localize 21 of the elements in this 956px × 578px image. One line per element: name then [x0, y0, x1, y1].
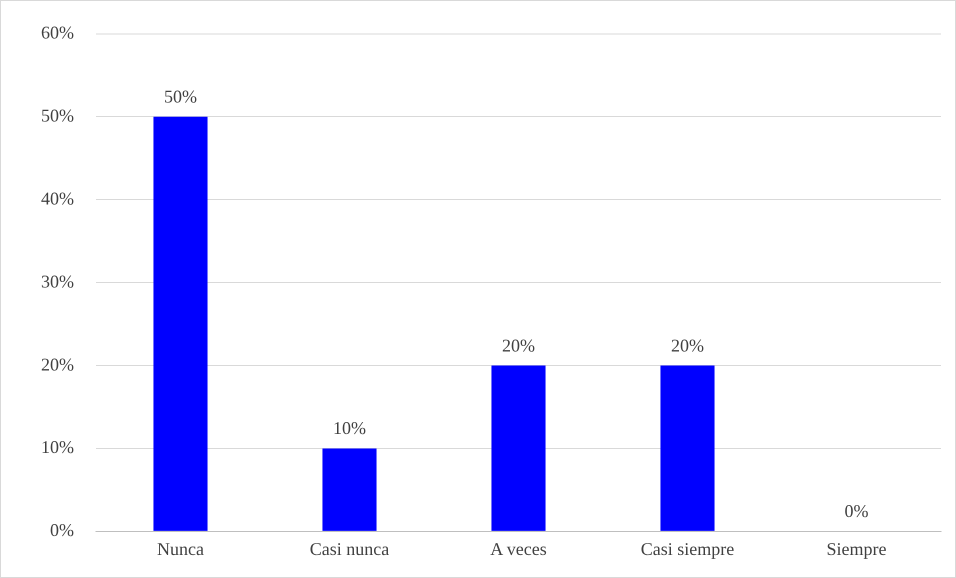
- y-tick-label: 40%: [40, 188, 74, 208]
- y-tick-label: 50%: [40, 105, 74, 126]
- y-tick-label: 20%: [40, 354, 74, 374]
- y-tick-label: 30%: [40, 271, 74, 292]
- bar: [491, 366, 546, 531]
- y-tick-label: 0%: [50, 520, 74, 540]
- x-tick-label: Siempre: [826, 538, 886, 559]
- x-tick-label: Nunca: [157, 538, 204, 559]
- x-tick-label: Casi siempre: [640, 538, 734, 559]
- bar: [322, 448, 377, 531]
- data-label: 0%: [844, 501, 868, 522]
- x-tick-label: Casi nunca: [310, 538, 390, 559]
- data-label: 50%: [164, 86, 197, 106]
- data-label: 20%: [502, 335, 535, 356]
- bar: [660, 366, 715, 531]
- y-tick-label: 10%: [40, 437, 74, 458]
- x-tick-label: A veces: [490, 538, 547, 559]
- data-label: 20%: [671, 335, 704, 356]
- y-tick-label: 60%: [40, 22, 74, 43]
- bar: [153, 116, 208, 531]
- data-label: 10%: [332, 418, 366, 438]
